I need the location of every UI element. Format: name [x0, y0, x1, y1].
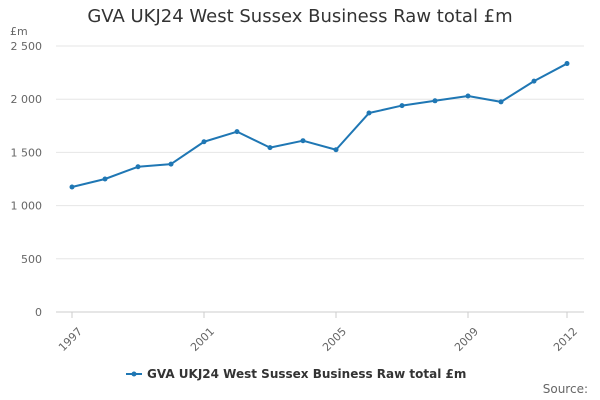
series-group [69, 61, 570, 190]
data-point[interactable] [234, 129, 240, 135]
legend-entry-label[interactable]: GVA UKJ24 West Sussex Business Raw total… [147, 367, 466, 381]
y-tick-label: 1 500 [11, 146, 43, 159]
x-tick-label: 2001 [188, 325, 217, 354]
x-tick-label: 2005 [320, 325, 349, 354]
data-point[interactable] [168, 161, 174, 167]
data-point[interactable] [135, 164, 141, 170]
x-tick-label: 2012 [551, 325, 580, 354]
data-point[interactable] [399, 103, 405, 109]
legend-marker-icon [131, 371, 137, 377]
data-point[interactable] [333, 147, 339, 153]
chart-title: GVA UKJ24 West Sussex Business Raw total… [87, 6, 513, 27]
data-point[interactable] [498, 99, 504, 105]
y-tick-label: 2 500 [11, 40, 43, 53]
grid-lines [56, 45, 584, 313]
data-point[interactable] [102, 176, 108, 182]
legend[interactable]: GVA UKJ24 West Sussex Business Raw total… [126, 367, 466, 381]
data-point[interactable] [267, 145, 273, 151]
y-axis-unit-label: £m [10, 25, 28, 38]
series-line [71, 62, 568, 188]
data-point[interactable] [69, 184, 75, 190]
y-tick-label: 1 000 [11, 200, 43, 213]
source-label: Source: [543, 382, 588, 396]
data-point[interactable] [366, 110, 372, 116]
x-tick-label: 1997 [56, 325, 85, 354]
x-axis: 1997 2001 2005 2009 2012 [56, 312, 580, 354]
data-point[interactable] [564, 61, 570, 67]
data-point[interactable] [201, 139, 207, 145]
data-point[interactable] [432, 98, 438, 104]
data-point[interactable] [465, 93, 471, 99]
y-tick-label: 2 000 [11, 93, 43, 106]
y-tick-label: 0 [35, 306, 42, 319]
y-axis: 0 500 1 000 1 500 2 000 2 500 [11, 40, 43, 319]
data-point[interactable] [300, 138, 306, 144]
data-point[interactable] [531, 78, 537, 84]
y-tick-label: 500 [21, 253, 42, 266]
x-tick-label: 2009 [452, 325, 481, 354]
